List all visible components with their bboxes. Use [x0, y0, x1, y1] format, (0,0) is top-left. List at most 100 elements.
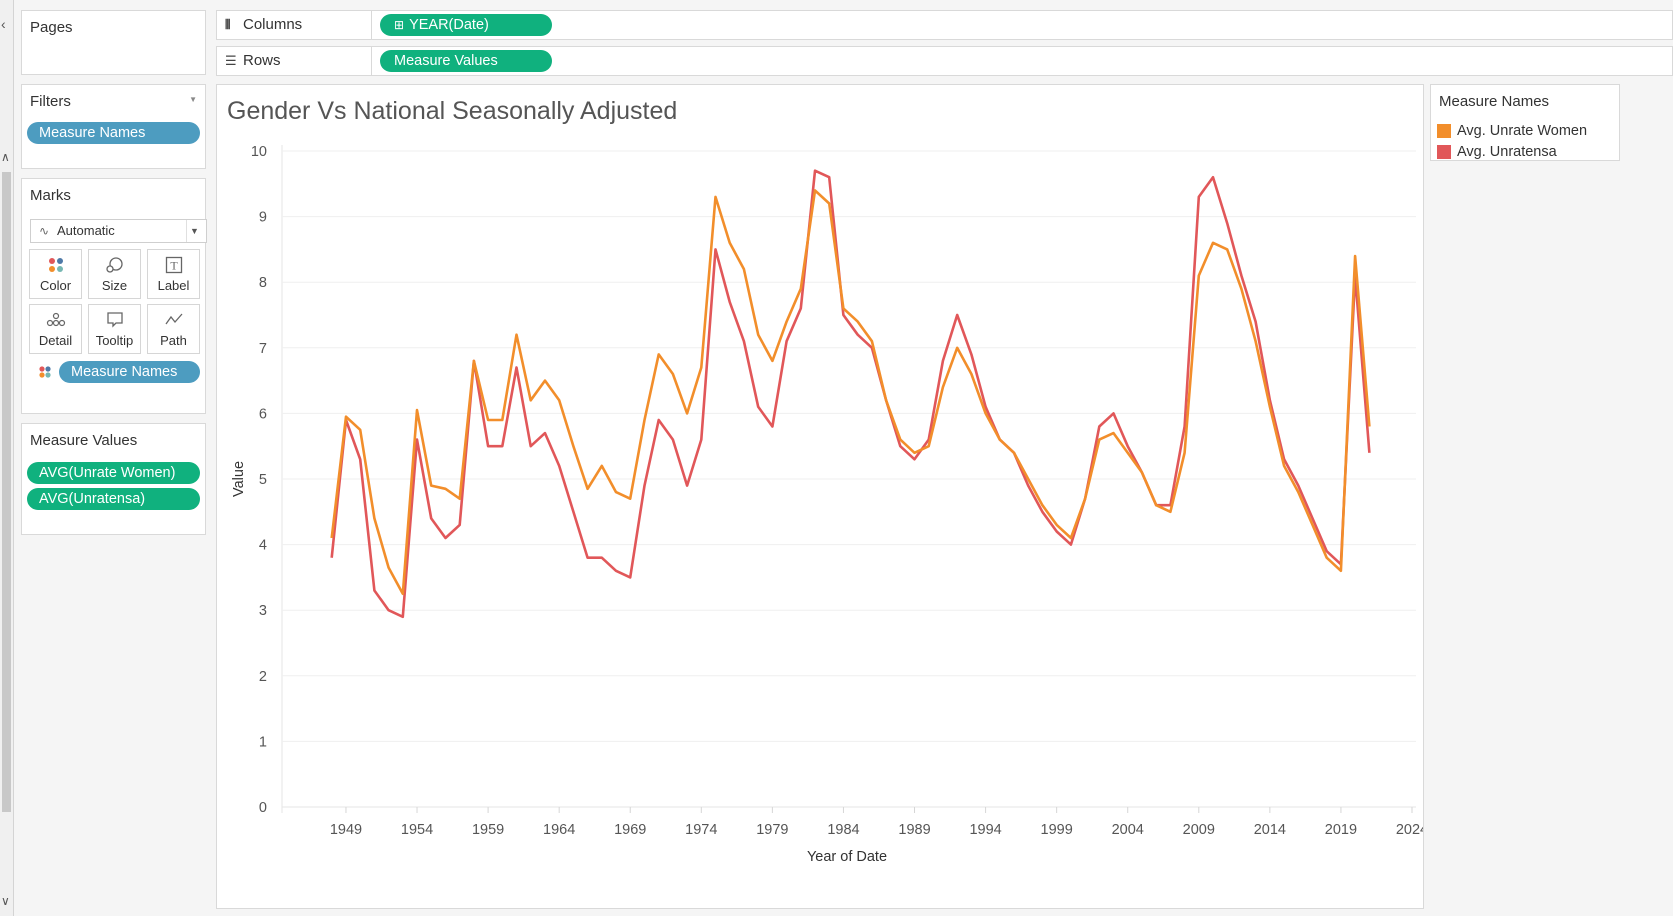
collapse-panel-icon[interactable]: ‹: [1, 16, 6, 32]
y-tick-label: 4: [259, 538, 267, 554]
x-tick-label: 1969: [614, 822, 646, 838]
legend-item-unrate-women[interactable]: Avg. Unrate Women: [1437, 123, 1587, 139]
filters-card[interactable]: Filters ▼ Measure Names: [21, 84, 206, 169]
rows-pill-measure-values[interactable]: Measure Values: [380, 50, 552, 72]
y-tick-label: 2: [259, 669, 267, 685]
x-tick-label: 1959: [472, 822, 504, 838]
rows-label-text: Rows: [243, 52, 281, 69]
x-tick-label: 2004: [1112, 822, 1144, 838]
y-tick-label: 5: [259, 472, 267, 488]
legend-swatch: [1437, 124, 1451, 138]
pages-title: Pages: [30, 19, 73, 36]
measure-pill-unrate-women[interactable]: AVG(Unrate Women): [27, 462, 200, 484]
series-lines[interactable]: [330, 169, 1371, 619]
label-button[interactable]: T Label: [147, 249, 200, 299]
gridlines: [281, 145, 1416, 813]
x-tick-label: 1994: [969, 822, 1001, 838]
x-tick-label: 1949: [330, 822, 362, 838]
y-tick-label: 8: [259, 275, 267, 291]
marks-title: Marks: [30, 187, 71, 204]
columns-shelf[interactable]: ⫴ Columns ⊞ YEAR(Date): [216, 10, 1673, 40]
scroll-down-icon[interactable]: ∨: [1, 894, 10, 908]
x-tick-label: 1974: [685, 822, 717, 838]
color-encoding-icon: [38, 365, 52, 384]
x-tick-label: 2009: [1183, 822, 1215, 838]
mark-type-dropdown[interactable]: ∿ Automatic ▼: [30, 219, 207, 243]
size-button-label: Size: [101, 278, 128, 293]
columns-pill-year-date[interactable]: ⊞ YEAR(Date): [380, 14, 552, 36]
line-mark-icon: ∿: [39, 224, 50, 238]
color-button-label: Color: [39, 278, 72, 293]
rows-icon: ☰: [225, 53, 237, 68]
path-button-label: Path: [160, 333, 187, 348]
tooltip-icon: [89, 311, 140, 331]
legend-item-unratensa[interactable]: Avg. Unratensa: [1437, 144, 1557, 160]
y-tick-label: 10: [251, 144, 267, 160]
color-icon: [30, 256, 81, 276]
columns-pill-label: YEAR(Date): [409, 17, 489, 33]
y-tick-label: 7: [259, 341, 267, 357]
columns-icon: ⫴: [225, 17, 231, 32]
x-tick-label: 1999: [1041, 822, 1073, 838]
legend-swatch: [1437, 145, 1451, 159]
color-legend: Measure Names Avg. Unrate Women Avg. Unr…: [1430, 84, 1620, 161]
measure-values-card: Measure Values AVG(Unrate Women) AVG(Unr…: [21, 423, 206, 535]
series-line-avg-unrate-women[interactable]: [330, 189, 1371, 596]
color-button[interactable]: Color: [29, 249, 82, 299]
y-tick-label: 1: [259, 734, 267, 750]
tooltip-button[interactable]: Tooltip: [88, 304, 141, 354]
x-tick-label: 2019: [1325, 822, 1357, 838]
chart-title: Gender Vs National Seasonally Adjusted: [227, 97, 678, 125]
columns-shelf-label: ⫴ Columns: [217, 11, 372, 39]
columns-label-text: Columns: [243, 16, 303, 33]
chart-view[interactable]: 0 1 2 3 4 5 6 7 8 9 10 1949 1954 1959 1964 1969 1974 1979…: [216, 84, 1424, 909]
path-button[interactable]: Path: [147, 304, 200, 354]
marks-color-pill-measure-names[interactable]: Measure Names: [59, 361, 200, 383]
y-axis-title: Value: [231, 461, 247, 497]
x-tick-label: 1989: [898, 822, 930, 838]
x-tick-label: 2014: [1254, 822, 1286, 838]
y-tick-label: 0: [259, 800, 267, 816]
scrollbar-thumb[interactable]: [2, 172, 11, 812]
measure-values-title: Measure Values: [30, 432, 138, 449]
label-button-label: Label: [157, 278, 190, 293]
pages-card[interactable]: Pages: [21, 10, 206, 75]
filter-pill-measure-names[interactable]: Measure Names: [27, 122, 200, 144]
svg-text:T: T: [170, 259, 178, 273]
side-strip: ‹ ∧ ∨: [0, 0, 14, 916]
scroll-up-icon[interactable]: ∧: [1, 150, 10, 164]
expand-plus-icon[interactable]: ⊞: [394, 18, 405, 32]
measure-pill-unratensa[interactable]: AVG(Unratensa): [27, 488, 200, 510]
size-icon: [89, 256, 140, 276]
x-tick-label: 1984: [827, 822, 859, 838]
legend-item-label: Avg. Unrate Women: [1457, 123, 1588, 139]
filters-title: Filters: [30, 93, 71, 110]
chevron-down-icon[interactable]: ▼: [186, 220, 202, 242]
legend-title: Measure Names: [1439, 93, 1550, 110]
line-chart[interactable]: 0 1 2 3 4 5 6 7 8 9 10 1949 1954 1959 1964 1969 1974 1979…: [217, 85, 1423, 908]
x-tick-label: 1964: [543, 822, 575, 838]
y-tick-label: 9: [259, 210, 267, 226]
detail-button[interactable]: Detail: [29, 304, 82, 354]
size-button[interactable]: Size: [88, 249, 141, 299]
marks-card: Marks ∿ Automatic ▼ Color Size T Label: [21, 178, 207, 414]
legend-item-label: Avg. Unratensa: [1457, 144, 1557, 160]
series-line-avg-unratensa[interactable]: [330, 169, 1371, 619]
x-tick-label: 1954: [401, 822, 433, 838]
rows-shelf[interactable]: ☰ Rows Measure Values: [216, 46, 1673, 76]
y-tick-label: 6: [259, 406, 267, 422]
y-tick-label: 3: [259, 603, 267, 619]
mark-type-value: Automatic: [57, 223, 115, 238]
detail-icon: [30, 311, 81, 331]
detail-button-label: Detail: [38, 333, 73, 348]
x-tick-label: 1979: [756, 822, 788, 838]
text-label-icon: T: [148, 256, 199, 276]
axis-ticks: 0 1 2 3 4 5 6 7 8 9 10 1949 1954 1959 1964 1969 1974 1979…: [251, 144, 1423, 838]
tooltip-button-label: Tooltip: [95, 333, 134, 348]
path-icon: [148, 311, 199, 331]
filters-menu-caret-icon[interactable]: ▼: [189, 95, 197, 104]
x-axis-title: Year of Date: [807, 849, 887, 865]
rows-shelf-label: ☰ Rows: [217, 47, 372, 75]
x-tick-label: 2024: [1396, 822, 1423, 838]
